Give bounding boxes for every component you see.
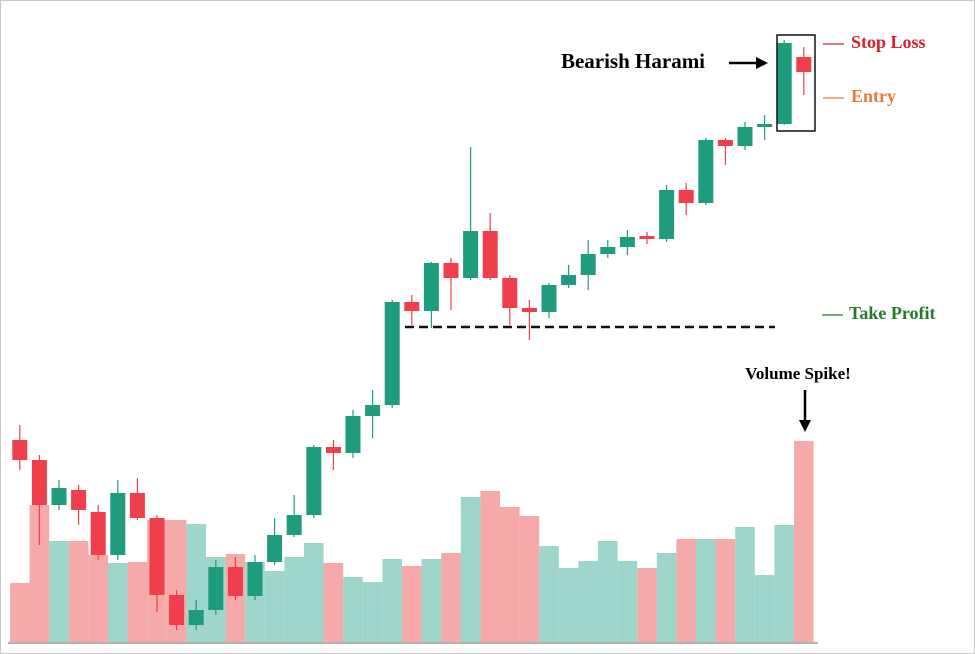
volume-bar xyxy=(88,555,108,642)
volume-bar xyxy=(402,566,422,642)
volume-label: Volume Spike! xyxy=(745,364,851,383)
candle-body xyxy=(463,231,479,278)
candle-body xyxy=(110,493,126,555)
level-label: Stop Loss xyxy=(851,32,926,52)
volume-bar xyxy=(127,562,148,642)
volume-bar xyxy=(304,543,324,642)
volume-arrowhead xyxy=(799,420,811,432)
volume-bar xyxy=(794,441,814,642)
volume-bar xyxy=(343,577,363,642)
volume-bar xyxy=(29,505,50,642)
candle-body xyxy=(247,562,263,596)
candle-body xyxy=(306,447,322,515)
volume-bar xyxy=(598,541,618,642)
candle-body xyxy=(521,308,537,312)
candle-body xyxy=(208,567,224,610)
candle-body xyxy=(384,302,400,405)
volume-bar xyxy=(441,553,461,642)
candle-body xyxy=(659,190,675,239)
volume-bar xyxy=(460,497,481,642)
volume-bar xyxy=(323,563,344,642)
candle-body xyxy=(71,490,87,510)
volume-bar xyxy=(539,546,559,642)
volume-bar xyxy=(68,541,89,642)
candle-body xyxy=(188,610,204,625)
candle-body xyxy=(541,285,557,312)
volume-bar xyxy=(362,582,383,642)
candle-body xyxy=(90,512,106,555)
candle-body xyxy=(600,247,616,254)
volume-layer xyxy=(10,441,814,642)
volume-bar xyxy=(558,568,579,642)
pattern-label: Bearish Harami xyxy=(561,49,705,73)
candle-body xyxy=(482,231,498,278)
candle-body xyxy=(796,57,812,72)
candle-body xyxy=(561,275,577,285)
candle-body xyxy=(12,440,28,460)
volume-bar xyxy=(656,553,677,642)
volume-bar xyxy=(754,575,775,642)
pattern-arrowhead xyxy=(756,57,768,69)
candle-body xyxy=(286,515,302,535)
volume-bar xyxy=(500,507,520,642)
level-label: Entry xyxy=(851,86,896,106)
candle-body xyxy=(698,140,714,203)
candle-body xyxy=(580,254,596,275)
candle-body xyxy=(717,140,733,146)
volume-bar xyxy=(382,559,402,642)
candle-body xyxy=(31,460,47,505)
volume-bar xyxy=(421,559,442,642)
candle-body xyxy=(678,190,694,203)
candle-body xyxy=(267,535,283,562)
candle-body xyxy=(423,263,439,311)
candle-body xyxy=(365,405,381,416)
volume-bar xyxy=(480,491,500,642)
candle-body xyxy=(325,447,341,453)
candle-body xyxy=(129,493,145,518)
candle-body xyxy=(169,595,185,625)
candle-body xyxy=(227,567,243,596)
volume-bar xyxy=(578,561,598,642)
volume-bar xyxy=(284,557,304,642)
candle-body xyxy=(404,302,420,311)
candle-body xyxy=(149,518,165,595)
candle-body xyxy=(502,278,518,308)
candle-body xyxy=(737,127,753,146)
volume-bar xyxy=(49,541,69,642)
volume-bar xyxy=(519,516,540,642)
volume-bar xyxy=(10,583,30,642)
candle-body xyxy=(619,237,635,247)
volume-bar xyxy=(774,525,794,642)
level-label: Take Profit xyxy=(849,303,936,323)
volume-bar xyxy=(264,571,285,642)
volume-bar xyxy=(676,539,696,642)
volume-bar xyxy=(696,539,716,642)
volume-bar xyxy=(637,568,657,642)
volume-bar xyxy=(108,563,128,642)
candle-body xyxy=(345,416,361,453)
candle-body xyxy=(757,124,773,127)
candle-body xyxy=(51,488,67,505)
volume-bar xyxy=(617,561,638,642)
candle-layer xyxy=(12,40,812,630)
candle-body xyxy=(776,43,792,124)
pattern-box xyxy=(776,34,816,132)
candle-body xyxy=(639,236,655,239)
candle-body xyxy=(443,263,459,278)
volume-bar xyxy=(715,539,736,642)
volume-bar xyxy=(735,527,755,642)
